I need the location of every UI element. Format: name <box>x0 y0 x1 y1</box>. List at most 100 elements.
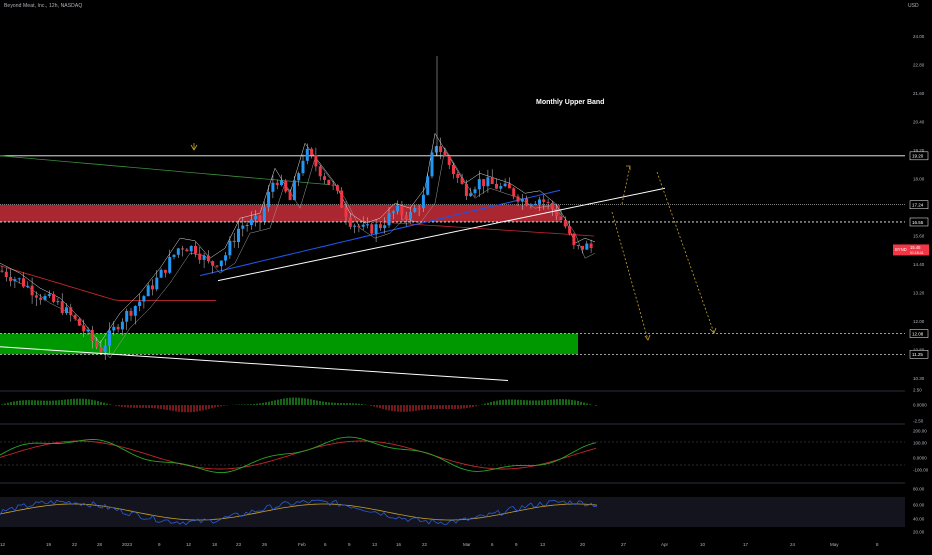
candle-body <box>396 205 400 212</box>
candle-body <box>17 278 21 280</box>
time-tick-label: 17 <box>743 542 749 547</box>
candle-body <box>477 179 481 190</box>
candle-body <box>181 248 185 250</box>
time-tick-label: Feb <box>298 542 306 547</box>
candle-body <box>344 207 348 218</box>
candle-body <box>30 285 34 296</box>
time-tick-label: 23 <box>236 542 242 547</box>
candle-body <box>249 219 253 226</box>
candle-body <box>473 189 477 194</box>
candle-body <box>400 205 404 216</box>
time-tick-label: May <box>830 542 839 547</box>
rsi-panel <box>0 497 905 527</box>
indicator-tick-label: 0.0000 <box>913 456 927 461</box>
last-price-countdown: 01:18:41 <box>910 251 924 255</box>
candle-body <box>95 340 99 347</box>
candle-body <box>447 155 451 165</box>
rsi-ma-line <box>0 503 598 521</box>
moving-averages-layer <box>0 132 596 359</box>
price-tick-label: 10.30 <box>913 376 925 381</box>
indicator-tick-label: 200.00 <box>913 429 927 434</box>
candle-body <box>327 179 331 185</box>
candle-body <box>168 256 172 273</box>
candle-body <box>555 209 559 217</box>
candle-body <box>512 188 516 197</box>
indicator-tick-label: 60.00 <box>913 503 925 508</box>
time-tick-label: Mar <box>463 542 471 547</box>
bollinger-upper-line <box>0 132 596 344</box>
candle-body <box>576 245 580 247</box>
candle-body <box>589 243 593 249</box>
time-tick-label: 20 <box>580 542 586 547</box>
price-tick-label: 19.20 <box>913 148 925 153</box>
time-tick-label: 9 <box>348 542 351 547</box>
candle-body <box>224 255 228 261</box>
indicator-tick-label: 2.50 <box>913 388 922 393</box>
candle-body <box>318 166 322 177</box>
candle-body <box>116 326 120 330</box>
cci-line <box>0 436 597 474</box>
time-tick-label: 22 <box>422 542 428 547</box>
candle-body <box>34 295 38 298</box>
time-tick-label: 2023 <box>122 542 133 547</box>
resistance-zone <box>0 204 560 222</box>
indicator-tick-label: 20.00 <box>913 530 925 535</box>
price-tick-label: 22.80 <box>913 63 925 68</box>
projection-arrow <box>611 211 649 341</box>
candle-body <box>245 225 249 227</box>
candle-body <box>366 224 369 226</box>
candle-body <box>52 294 56 302</box>
candle-body <box>262 207 266 222</box>
time-tick-label: 18 <box>212 542 218 547</box>
arrowhead <box>644 334 651 341</box>
candle-body <box>456 174 460 178</box>
candle-body <box>26 285 30 287</box>
momentum-histogram <box>1 397 597 413</box>
rsi-band <box>0 497 905 527</box>
currency-label: USD <box>908 3 919 9</box>
candle-body <box>73 315 77 319</box>
price-axis: 24.0022.8021.6020.4019.2018.0016.8015.60… <box>893 34 929 535</box>
candle-body <box>331 184 335 186</box>
candle-body <box>482 179 486 187</box>
last-price-symbol: BYND <box>895 247 907 252</box>
candle-body <box>546 201 550 203</box>
candle-body <box>568 226 572 234</box>
candle-body <box>353 225 357 227</box>
candle-body <box>357 225 361 227</box>
indicator-tick-label: 100.00 <box>913 441 927 446</box>
time-tick-label: 16 <box>396 542 402 547</box>
price-tick-label: 12.00 <box>913 319 925 324</box>
candle-body <box>103 345 107 353</box>
candle-body <box>215 265 219 267</box>
candle-body <box>525 198 529 206</box>
price-tick-label: 24.00 <box>913 34 925 39</box>
candle-body <box>520 198 524 202</box>
candle-body <box>47 294 51 296</box>
sma-200-line <box>0 155 331 186</box>
monthly-upper-band-label: Monthly Upper Band <box>536 99 604 106</box>
candle-body <box>211 261 215 266</box>
price-tick-label: 10.80 <box>913 348 925 353</box>
candle-body <box>39 297 43 300</box>
cci-panel <box>0 436 905 474</box>
candle-body <box>9 276 13 282</box>
candle-body <box>503 183 507 187</box>
time-tick-label: Apr <box>661 542 669 547</box>
candle-body <box>559 216 563 221</box>
candle-body <box>258 215 262 222</box>
candle-body <box>409 212 412 220</box>
candle-body <box>206 255 210 262</box>
grid-layer <box>0 390 905 484</box>
symbol-header: Beyond Meat, Inc., 12h, NASDAQ <box>4 3 83 9</box>
candle-body <box>275 182 279 186</box>
candle-body <box>301 160 305 174</box>
time-tick-label: 13 <box>372 542 378 547</box>
candle-body <box>4 271 8 277</box>
time-axis: 12 19 22 28 2023 9 12 18 23 26 Feb 6 9 13 16 22 Mar 6 9 13 2… <box>0 542 879 547</box>
candle-body <box>267 191 271 208</box>
time-tick-label: 27 <box>621 542 627 547</box>
candle-body <box>340 190 344 208</box>
